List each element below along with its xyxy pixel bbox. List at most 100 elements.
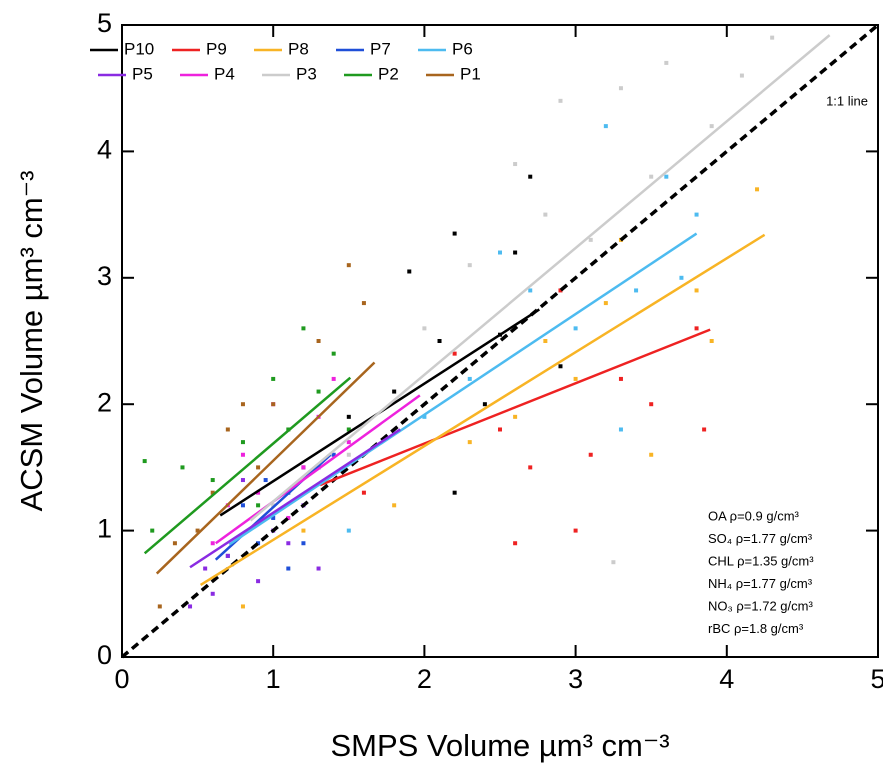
data-point [467,440,472,445]
data-point [203,566,208,571]
data-point [346,440,351,445]
fit-line [249,34,831,522]
data-point [286,541,291,546]
data-point [694,288,699,293]
annotation: OA ρ=0.9 g/cm³ [708,508,800,523]
data-point [452,490,457,495]
legend-label: P2 [378,64,399,83]
data-point [528,288,533,293]
data-point [611,560,616,565]
data-point [770,35,775,40]
annotation: NO₃ ρ=1.72 g/cm³ [708,598,813,613]
data-point [210,591,215,596]
data-point [664,60,669,65]
data-point [240,402,245,407]
data-point [588,237,593,242]
data-point [543,339,548,343]
data-point [271,402,276,407]
annotation: CHL ρ=1.35 g/cm³ [708,553,814,568]
x-tick-label: 0 [114,664,129,694]
data-point [482,402,487,407]
data-point [240,478,245,483]
data-point [263,478,268,483]
data-point [346,414,351,419]
x-tick-label: 2 [417,664,432,694]
legend-label: P7 [370,39,391,58]
legend-label: P10 [124,39,154,58]
x-axis-label: SMPS Volume µm³ cm⁻³ [330,728,669,763]
data-point [452,231,457,236]
data-point [573,376,578,381]
data-point [528,465,533,470]
data-point [240,452,245,457]
y-tick-label: 4 [97,135,112,165]
fit-line [215,394,421,545]
data-point [649,452,654,457]
legend-label: P1 [460,64,481,83]
y-tick-label: 5 [97,8,112,38]
fit-line [319,328,711,487]
data-point [210,478,215,483]
x-tick-label: 3 [568,664,583,694]
data-point [240,503,245,508]
plot-frame [121,24,879,658]
legend-label: P8 [288,39,309,58]
data-point [649,402,654,407]
data-point [301,465,306,470]
data-point [361,490,366,495]
x-tick-label: 5 [870,664,883,694]
data-point [513,162,518,167]
data-point [513,414,518,419]
data-point [558,364,563,369]
data-point [346,263,351,268]
data-point [649,174,654,179]
fit-line [143,376,352,555]
data-point [513,250,518,255]
data-point [437,339,442,343]
data-point [739,73,744,78]
data-point [709,124,714,129]
data-point [240,604,245,609]
data-point [452,351,457,356]
data-point [422,326,427,331]
annotation: SO₄ ρ=1.77 g/cm³ [708,531,813,546]
data-point [271,503,276,508]
data-point [558,98,563,103]
data-point [346,452,351,457]
data-point [702,427,707,432]
data-point [240,440,245,445]
data-point [755,187,760,192]
data-point [225,427,230,432]
data-point [543,212,548,217]
fit-line [228,232,698,546]
data-point [286,566,291,571]
data-point [331,452,336,457]
data-point [664,174,669,179]
data-point [513,541,518,546]
data-point [271,515,276,520]
data-point [694,212,699,217]
data-point [180,465,185,470]
fit-line [199,233,766,587]
data-point [573,528,578,533]
fit-line [155,361,376,575]
data-point [407,269,412,274]
data-point [679,275,684,280]
data-point [558,288,563,293]
data-point [256,465,261,470]
data-point [392,503,397,508]
x-tick-label: 4 [719,664,734,694]
data-point [286,515,291,520]
data-point [256,579,261,584]
data-point [528,174,533,179]
data-point [361,301,366,306]
data-point [225,553,230,558]
x-tick-label: 1 [266,664,281,694]
data-point [150,528,155,533]
data-point [467,263,472,268]
y-axis-label: ACSM Volume µm³ cm⁻³ [14,171,49,512]
data-point [618,86,623,91]
reference-label: 1:1 line [826,93,868,108]
data-point [316,339,321,343]
